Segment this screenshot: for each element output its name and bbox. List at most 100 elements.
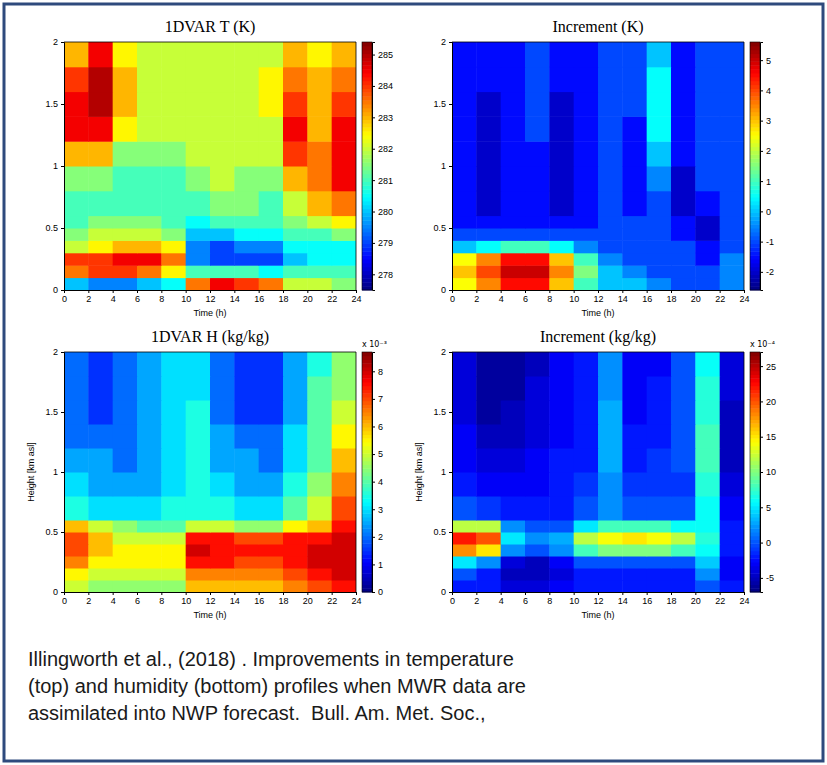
heatmap-cell bbox=[137, 472, 162, 497]
colorbar-tick-mark bbox=[760, 578, 763, 579]
heatmap-cell bbox=[234, 240, 259, 253]
heatmap-cell bbox=[210, 580, 235, 592]
heatmap-cell bbox=[113, 92, 138, 117]
heatmap-cell bbox=[283, 141, 308, 166]
heatmap-cell bbox=[695, 191, 720, 216]
heatmap-cell bbox=[88, 580, 113, 592]
colorbar-axis-line bbox=[761, 353, 764, 593]
heatmap-cell bbox=[332, 141, 356, 166]
colorbar-swatch bbox=[362, 487, 372, 491]
heatmap-cell bbox=[720, 265, 744, 278]
heatmap-cell bbox=[574, 42, 599, 67]
heatmap-cell bbox=[307, 496, 332, 521]
x-tick-mark bbox=[501, 592, 502, 595]
heatmap-cell bbox=[452, 532, 477, 545]
colorbar-swatch bbox=[750, 412, 760, 416]
x-axis-line bbox=[65, 593, 357, 596]
colorbar-swatch bbox=[362, 61, 372, 65]
heatmap-cell bbox=[647, 67, 672, 92]
x-tick: 6 bbox=[523, 592, 528, 606]
colorbar-swatch bbox=[362, 251, 372, 255]
heatmap-cell bbox=[647, 191, 672, 216]
heatmap-cell bbox=[161, 472, 186, 497]
x-tick-mark bbox=[137, 290, 138, 293]
heatmap-cell bbox=[501, 424, 526, 449]
colorbar-axis: 278279280281282283284285 bbox=[372, 43, 393, 291]
heatmap-cell bbox=[137, 496, 162, 521]
colorbar-swatch bbox=[750, 502, 760, 506]
heatmap-cell bbox=[210, 544, 235, 557]
colorbar-swatch bbox=[362, 577, 372, 581]
colorbar-swatch bbox=[750, 352, 760, 356]
colorbar-swatch bbox=[750, 573, 760, 577]
y-axis-line bbox=[61, 43, 65, 291]
caption-line: (top) and humidity (bottom) profiles whe… bbox=[28, 675, 526, 697]
y-tick: 0.5 bbox=[433, 527, 452, 537]
heatmap-cell bbox=[137, 253, 162, 266]
heatmap-cell bbox=[88, 556, 113, 569]
x-tick-label: 14 bbox=[230, 596, 240, 606]
heatmap-cell bbox=[549, 532, 574, 545]
heatmap-cell bbox=[720, 166, 744, 191]
heatmap-cell bbox=[695, 253, 720, 266]
colorbar-tick: 7 bbox=[372, 394, 383, 404]
colorbar-swatch bbox=[750, 251, 760, 255]
y-tick-label: 0.5 bbox=[433, 527, 446, 537]
colorbar-swatch bbox=[750, 438, 760, 442]
heatmap-cell bbox=[113, 520, 138, 533]
plot-box bbox=[744, 352, 745, 592]
heatmap-cell bbox=[598, 400, 623, 425]
colorbar-swatch bbox=[362, 566, 372, 570]
colorbar-swatch bbox=[750, 131, 760, 135]
x-tick: 16 bbox=[254, 290, 264, 304]
heatmap-cell bbox=[210, 472, 235, 497]
heatmap-cell bbox=[161, 376, 186, 401]
heatmap-cell bbox=[549, 42, 574, 67]
heatmap-cell bbox=[549, 278, 574, 290]
x-tick-label: 22 bbox=[715, 596, 725, 606]
x-tick-mark bbox=[113, 290, 114, 293]
heatmap-cell bbox=[720, 424, 744, 449]
colorbar-swatch bbox=[750, 480, 760, 484]
y-tick-label: 0 bbox=[441, 587, 446, 597]
heatmap-cell bbox=[501, 228, 526, 241]
y-axis-title: Height [km asl] bbox=[414, 442, 424, 502]
heatmap-cell bbox=[307, 253, 332, 266]
heatmap-cell bbox=[501, 141, 526, 166]
heatmap-cell bbox=[574, 400, 599, 425]
heatmap-cell bbox=[137, 376, 162, 401]
y-tick: 1 bbox=[53, 467, 64, 477]
x-tick: 22 bbox=[715, 290, 725, 304]
heatmap-cell bbox=[259, 166, 284, 191]
plot-box bbox=[64, 42, 356, 43]
heatmap-cell bbox=[452, 228, 477, 241]
heatmap-cell bbox=[622, 556, 647, 569]
plot-box bbox=[64, 352, 356, 353]
heatmap-cell bbox=[332, 92, 356, 117]
y-tick-mark bbox=[61, 472, 64, 473]
colorbar-swatch bbox=[362, 182, 372, 186]
heatmap-cell bbox=[695, 166, 720, 191]
colorbar-swatch bbox=[750, 577, 760, 581]
heatmap-cell bbox=[64, 424, 89, 449]
colorbar-swatch bbox=[750, 551, 760, 555]
heatmap-cell bbox=[186, 352, 211, 377]
heatmap-cell bbox=[64, 496, 89, 521]
heatmap-cell bbox=[574, 448, 599, 473]
x-tick-mark bbox=[283, 592, 284, 595]
y-tick: 0 bbox=[441, 285, 452, 295]
colorbar-swatch bbox=[750, 182, 760, 186]
colorbar-swatch bbox=[362, 562, 372, 566]
heatmap-cell bbox=[501, 42, 526, 67]
y-tick-label: 0.5 bbox=[45, 223, 58, 233]
colorbar-tick-mark bbox=[372, 55, 375, 56]
heatmap-cell bbox=[622, 42, 647, 67]
x-tick-mark bbox=[332, 592, 333, 595]
colorbar-tick-mark bbox=[760, 121, 763, 122]
colorbar-swatch bbox=[750, 382, 760, 386]
heatmap-cell bbox=[283, 92, 308, 117]
colorbar-tick-mark bbox=[372, 454, 375, 455]
x-tick-label: 6 bbox=[523, 596, 528, 606]
heatmap-cell bbox=[574, 216, 599, 229]
heatmap-cell bbox=[210, 216, 235, 229]
